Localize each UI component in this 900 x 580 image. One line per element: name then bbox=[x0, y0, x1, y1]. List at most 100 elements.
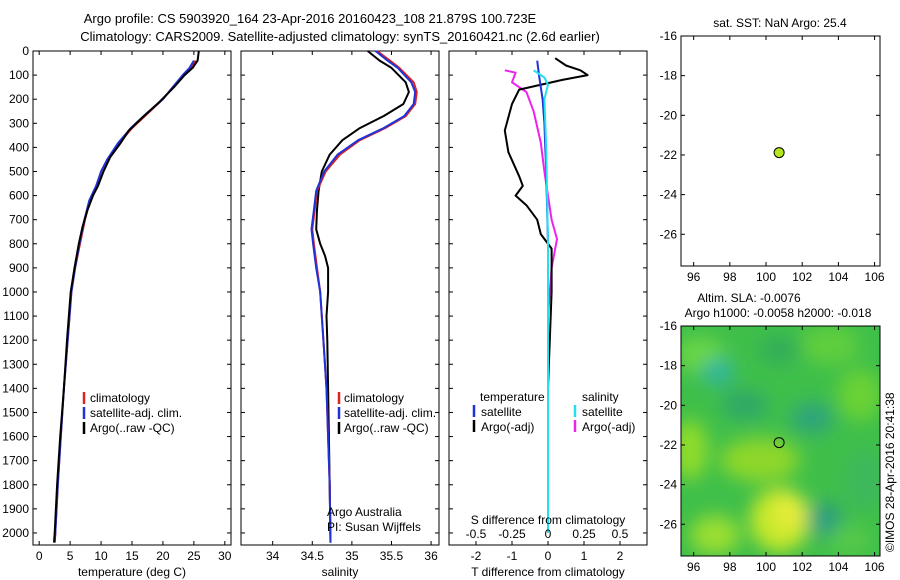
x-tick-label: 34.5 bbox=[301, 549, 325, 563]
y-tick-label: 1000 bbox=[2, 285, 29, 299]
y-tick-label: 200 bbox=[9, 92, 29, 106]
x-tick-label: 106 bbox=[865, 560, 885, 574]
legend-climatology-label: climatology bbox=[344, 391, 404, 405]
x-tick-label: 25 bbox=[187, 549, 201, 563]
y-tick-label: 1100 bbox=[3, 309, 29, 323]
y-tick-label: 900 bbox=[9, 261, 29, 275]
legend-t-argo-label: Argo(-adj) bbox=[481, 420, 534, 434]
x-tick-label: 30 bbox=[218, 549, 232, 563]
sst-map-points bbox=[773, 147, 785, 159]
y-tick-label: -18 bbox=[660, 359, 678, 373]
y-tick-label: 2000 bbox=[2, 526, 29, 540]
y-tick-label: -24 bbox=[660, 188, 678, 202]
salinity-xlabel: salinity bbox=[322, 565, 359, 579]
x-tick-label: 106 bbox=[865, 270, 885, 284]
y-tick-label: -18 bbox=[660, 69, 678, 83]
legend-satellite-label: satellite-adj. clim. bbox=[90, 406, 182, 420]
figure-title-line2: Climatology: CARS2009. Satellite-adjuste… bbox=[80, 29, 600, 44]
y-tick-label: -26 bbox=[660, 517, 678, 531]
y-tick-label: 1300 bbox=[2, 357, 29, 371]
x-tick-label: 5 bbox=[67, 549, 74, 563]
y-tick-label: -20 bbox=[660, 398, 678, 412]
y-tick-label: 1900 bbox=[2, 502, 29, 516]
sla-map-frame bbox=[680, 325, 881, 557]
y-tick-label: 1500 bbox=[2, 405, 29, 419]
series-line bbox=[53, 60, 195, 543]
x-tick-label: 35.5 bbox=[380, 549, 404, 563]
difference-xlabel: T difference from climatology bbox=[471, 565, 625, 579]
sst-map-axes: 96 98 100 102 104 106 -16 -18 -20 -22 -24 -26 bbox=[660, 29, 885, 284]
y-tick-label: 700 bbox=[9, 213, 29, 227]
x-tick-label: 1 bbox=[581, 549, 588, 563]
x-tick-label: 96 bbox=[687, 560, 701, 574]
difference-series bbox=[503, 57, 589, 533]
sst-map-title: sat. SST: NaN Argo: 25.4 bbox=[713, 16, 847, 30]
sla-map-title-line1: Altim. SLA: -0.0076 bbox=[697, 291, 801, 305]
y-tick-label: 1700 bbox=[2, 454, 29, 468]
y-tick-label: 100 bbox=[9, 68, 29, 82]
x-tick-label: 98 bbox=[723, 270, 737, 284]
salinity-annotation-line1: Argo Australia bbox=[327, 505, 402, 519]
y-tick-label: 800 bbox=[9, 237, 29, 251]
salinity-annotation-line2: PI: Susan Wijffels bbox=[327, 520, 421, 534]
y-tick-label: -22 bbox=[660, 438, 678, 452]
y-tick-label: -20 bbox=[660, 108, 678, 122]
x-tick-label: 100 bbox=[756, 560, 776, 574]
x-tick-label: 15 bbox=[125, 549, 139, 563]
series-line bbox=[504, 69, 558, 533]
x-tick-label: 34 bbox=[266, 549, 280, 563]
y-tick-label: -22 bbox=[660, 148, 678, 162]
series-line bbox=[53, 50, 200, 543]
difference-xlabel-top: S difference from climatology bbox=[471, 513, 626, 527]
legend-t-satellite-label: satellite bbox=[481, 405, 522, 419]
x-tick-label: 104 bbox=[828, 560, 848, 574]
figure-title-line1: Argo profile: CS 5903920_164 23-Apr-2016… bbox=[84, 11, 537, 26]
y-tick-label: 1600 bbox=[2, 430, 29, 444]
s-tick-label: -0.25 bbox=[498, 527, 526, 541]
temperature-panel-frame bbox=[32, 50, 232, 546]
s-tick-label: 0.25 bbox=[572, 527, 596, 541]
argo-location-marker bbox=[773, 147, 785, 159]
salinity-series bbox=[310, 50, 418, 543]
imos-credit: ©IMOS 28-Apr-2016 20:41:38 bbox=[883, 392, 897, 552]
x-tick-label: 35 bbox=[345, 549, 359, 563]
temperature-xlabel: temperature (deg C) bbox=[78, 565, 186, 579]
y-tick-label: 1800 bbox=[2, 478, 29, 492]
legend-temperature-header: temperature bbox=[480, 390, 545, 404]
x-tick-label: 102 bbox=[792, 270, 812, 284]
temperature-series bbox=[53, 50, 200, 543]
y-tick-label: -26 bbox=[660, 227, 678, 241]
s-tick-label: 0 bbox=[545, 527, 552, 541]
difference-axes: -2 -1 0 1 2 bbox=[449, 50, 647, 563]
legend-satellite-label: satellite-adj. clim. bbox=[344, 406, 436, 420]
legend-salinity-header: salinity bbox=[582, 390, 619, 404]
salinity-panel-frame bbox=[240, 50, 440, 546]
salinity-difference-ticks: -0.5 -0.25 0 0.25 0.5 bbox=[466, 527, 629, 541]
temperature-axes: 0100200300400500600700800900100011001200… bbox=[2, 44, 232, 563]
legend-argo-label: Argo(..raw -QC) bbox=[90, 421, 175, 435]
y-tick-label: -16 bbox=[660, 319, 678, 333]
x-tick-label: 10 bbox=[94, 549, 108, 563]
x-tick-label: 96 bbox=[687, 270, 701, 284]
y-tick-label: -24 bbox=[660, 478, 678, 492]
x-tick-label: -2 bbox=[471, 549, 482, 563]
y-tick-label: 1400 bbox=[2, 381, 29, 395]
difference-legend: temperature salinity satellite Argo(-adj… bbox=[472, 390, 635, 434]
x-tick-label: 100 bbox=[756, 270, 776, 284]
x-tick-label: 36 bbox=[424, 549, 438, 563]
sla-map-axes: 96 98 100 102 104 106 -16 -18 -20 -22 -24 -26 bbox=[660, 319, 885, 574]
sla-map-title-line2: Argo h1000: -0.0058 h2000: -0.018 bbox=[685, 306, 872, 320]
series-line bbox=[53, 60, 197, 543]
series-line bbox=[310, 50, 417, 543]
legend-climatology-label: climatology bbox=[90, 391, 150, 405]
y-tick-label: 600 bbox=[9, 189, 29, 203]
sla-heatmap bbox=[681, 326, 880, 556]
y-tick-label: 300 bbox=[9, 116, 29, 130]
x-tick-label: 20 bbox=[156, 549, 170, 563]
series-line bbox=[503, 57, 589, 533]
y-tick-label: 0 bbox=[22, 44, 29, 58]
temperature-legend: climatology satellite-adj. clim. Argo(..… bbox=[82, 391, 182, 435]
x-tick-label: 0 bbox=[545, 549, 552, 563]
s-tick-label: 0.5 bbox=[612, 527, 629, 541]
